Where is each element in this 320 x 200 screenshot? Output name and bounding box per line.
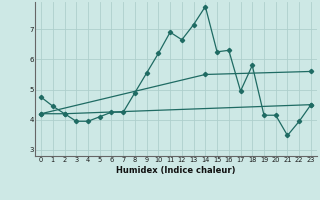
X-axis label: Humidex (Indice chaleur): Humidex (Indice chaleur) — [116, 166, 236, 175]
